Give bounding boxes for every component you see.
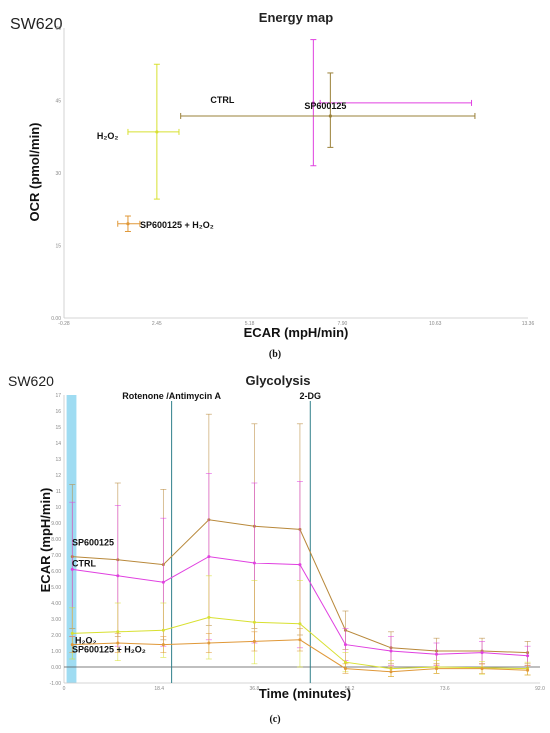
energy-point-sp600125 bbox=[328, 114, 332, 118]
energy-point-label-ctrl: CTRL bbox=[210, 95, 234, 105]
energy-y-tick-label: 60 bbox=[55, 26, 61, 32]
glycolysis-point-ctrl bbox=[298, 563, 302, 567]
glycolysis-y-tick-label: 15 bbox=[55, 425, 61, 431]
energy-point-label-sp600125-h-o: SP600125 + H₂O₂ bbox=[140, 220, 214, 230]
glycolysis-point-sp600125-h-o bbox=[298, 638, 302, 642]
glycolysis-y-tick-label: 17 bbox=[55, 393, 61, 399]
glycolysis-y-tick-label: 6.00 bbox=[51, 569, 61, 575]
glycolysis-point-ctrl bbox=[343, 643, 347, 647]
glycolysis-point-ctrl bbox=[389, 649, 393, 653]
glycolysis-point-sp600125-h-o bbox=[343, 667, 347, 671]
glycolysis-point-h-o bbox=[70, 631, 74, 635]
glycolysis-point-h-o bbox=[116, 630, 120, 634]
glycolysis-series-label-sp600125: SP600125 bbox=[72, 538, 114, 548]
glycolysis-point-sp600125-h-o bbox=[161, 643, 165, 647]
glycolysis-y-tick-label: 11 bbox=[56, 489, 61, 495]
glycolysis-point-sp600125-h-o bbox=[480, 667, 484, 671]
energy-point-label-h-o: H₂O₂ bbox=[97, 131, 119, 141]
energy-x-tick-label: 2.45 bbox=[152, 321, 162, 327]
glycolysis-plot: 0 18.4 36.8 55.2 73.6 92.0 -1.00 0.00 1.00 2.00 3.… bbox=[50, 391, 545, 692]
glycolysis-y-tick-label: 16 bbox=[55, 409, 61, 415]
energy-x-tick-label: 5.18 bbox=[245, 321, 255, 327]
glycolysis-y-tick-label: 5.00 bbox=[51, 585, 61, 591]
energy-x-tick-label: 7.90 bbox=[338, 321, 348, 327]
glycolysis-x-tick-label: 18.4 bbox=[154, 686, 164, 692]
glycolysis-y-tick-label: 1.00 bbox=[51, 649, 61, 655]
glycolysis-x-tick-label: 0 bbox=[63, 686, 66, 692]
glycolysis-series-label-h-o: H₂O₂ bbox=[75, 635, 97, 645]
glycolysis-x-tick-label: 73.6 bbox=[440, 686, 450, 692]
energy-point-sp600125-h-o bbox=[126, 222, 130, 226]
glycolysis-x-tick-label: 36.8 bbox=[250, 686, 260, 692]
energy-x-tick-label: 10.63 bbox=[429, 321, 442, 327]
glycolysis-point-sp600125-h-o bbox=[252, 639, 256, 643]
glycolysis-y-tick-label: 2.00 bbox=[51, 633, 61, 639]
energy-point-label-sp600125: SP600125 bbox=[304, 101, 346, 111]
glycolysis-y-tick-label: 3.00 bbox=[51, 617, 61, 623]
glycolysis-point-ctrl bbox=[480, 651, 484, 655]
glycolysis-y-tick-label: 4.00 bbox=[51, 601, 61, 607]
glycolysis-point-sp600125-h-o bbox=[526, 668, 530, 672]
injection-label-2-dg: 2-DG bbox=[300, 391, 322, 401]
cell-line-label-glycolysis: SW620 bbox=[8, 373, 54, 389]
glycolysis-point-h-o bbox=[161, 628, 165, 632]
glycolysis-point-h-o bbox=[252, 620, 256, 624]
glycolysis-y-tick-label: 0.00 bbox=[51, 665, 61, 671]
glycolysis-title: Glycolysis bbox=[245, 373, 310, 388]
glycolysis-point-ctrl bbox=[161, 580, 165, 584]
glycolysis-point-sp600125-h-o bbox=[116, 641, 120, 645]
glycolysis-x-tick-label: 55.2 bbox=[345, 686, 355, 692]
energy-point-ctrl bbox=[311, 101, 315, 105]
glycolysis-point-sp600125-h-o bbox=[389, 670, 393, 674]
caption-c: (c) bbox=[269, 714, 280, 725]
energy-map-x-axis-label: ECAR (mpH/min) bbox=[244, 325, 349, 340]
energy-y-tick-label: 0.00 bbox=[51, 316, 61, 322]
energy-y-tick-label: 30 bbox=[55, 171, 61, 177]
glycolysis-y-tick-label: 9.00 bbox=[51, 521, 61, 527]
glycolysis-point-ctrl bbox=[435, 652, 439, 656]
glycolysis-y-tick-label: 10 bbox=[55, 505, 61, 511]
energy-y-tick-label: 15 bbox=[55, 244, 61, 250]
energy-x-tick-label: -0.28 bbox=[58, 321, 70, 327]
glycolysis-point-ctrl bbox=[252, 561, 256, 565]
glycolysis-x-axis-label: Time (minutes) bbox=[259, 686, 351, 701]
baseline-highlight-band bbox=[66, 395, 77, 683]
glycolysis-y-tick-label: 7.00 bbox=[51, 553, 61, 559]
glycolysis-y-tick-label: -1.00 bbox=[50, 681, 62, 687]
energy-x-tick-label: 13.36 bbox=[522, 321, 535, 327]
glycolysis-point-h-o bbox=[343, 660, 347, 664]
glycolysis-point-h-o bbox=[207, 615, 211, 619]
glycolysis-point-sp600125-h-o bbox=[435, 667, 439, 671]
glycolysis-point-sp600125-h-o bbox=[70, 643, 74, 647]
glycolysis-y-tick-label: 14 bbox=[55, 441, 61, 447]
glycolysis-series-label-sp600125-h-o: SP600125 + H₂O₂ bbox=[72, 645, 146, 655]
glycolysis-y-tick-label: 8.00 bbox=[51, 537, 61, 543]
injection-label-rotenone-antimycin-a: Rotenone /Antimycin A bbox=[122, 391, 221, 401]
glycolysis-x-tick-label: 92.0 bbox=[535, 686, 545, 692]
energy-map-title: Energy map bbox=[259, 10, 333, 25]
glycolysis-series-label-ctrl: CTRL bbox=[72, 558, 96, 568]
glycolysis-y-tick-label: 12 bbox=[55, 473, 61, 479]
energy-map-plot: -0.28 2.45 5.18 7.90 10.63 13.36 0.00 15 30 45 60 C… bbox=[51, 26, 534, 327]
glycolysis-y-axis-label: ECAR (mpH/min) bbox=[38, 488, 53, 593]
glycolysis-y-tick-label: 13 bbox=[55, 457, 61, 463]
energy-point-h-o bbox=[155, 130, 159, 134]
glycolysis-point-ctrl bbox=[207, 555, 211, 559]
glycolysis-point-ctrl bbox=[116, 574, 120, 578]
glycolysis-point-ctrl bbox=[70, 567, 74, 571]
cell-line-label-energy: SW620 bbox=[10, 16, 63, 33]
energy-map-y-axis-label: OCR (pmol/min) bbox=[27, 123, 42, 222]
glycolysis-point-sp600125-h-o bbox=[207, 641, 211, 645]
glycolysis-point-ctrl bbox=[526, 654, 530, 658]
glycolysis-point-h-o bbox=[298, 622, 302, 626]
energy-y-tick-label: 45 bbox=[55, 99, 61, 105]
caption-b: (b) bbox=[269, 349, 281, 360]
